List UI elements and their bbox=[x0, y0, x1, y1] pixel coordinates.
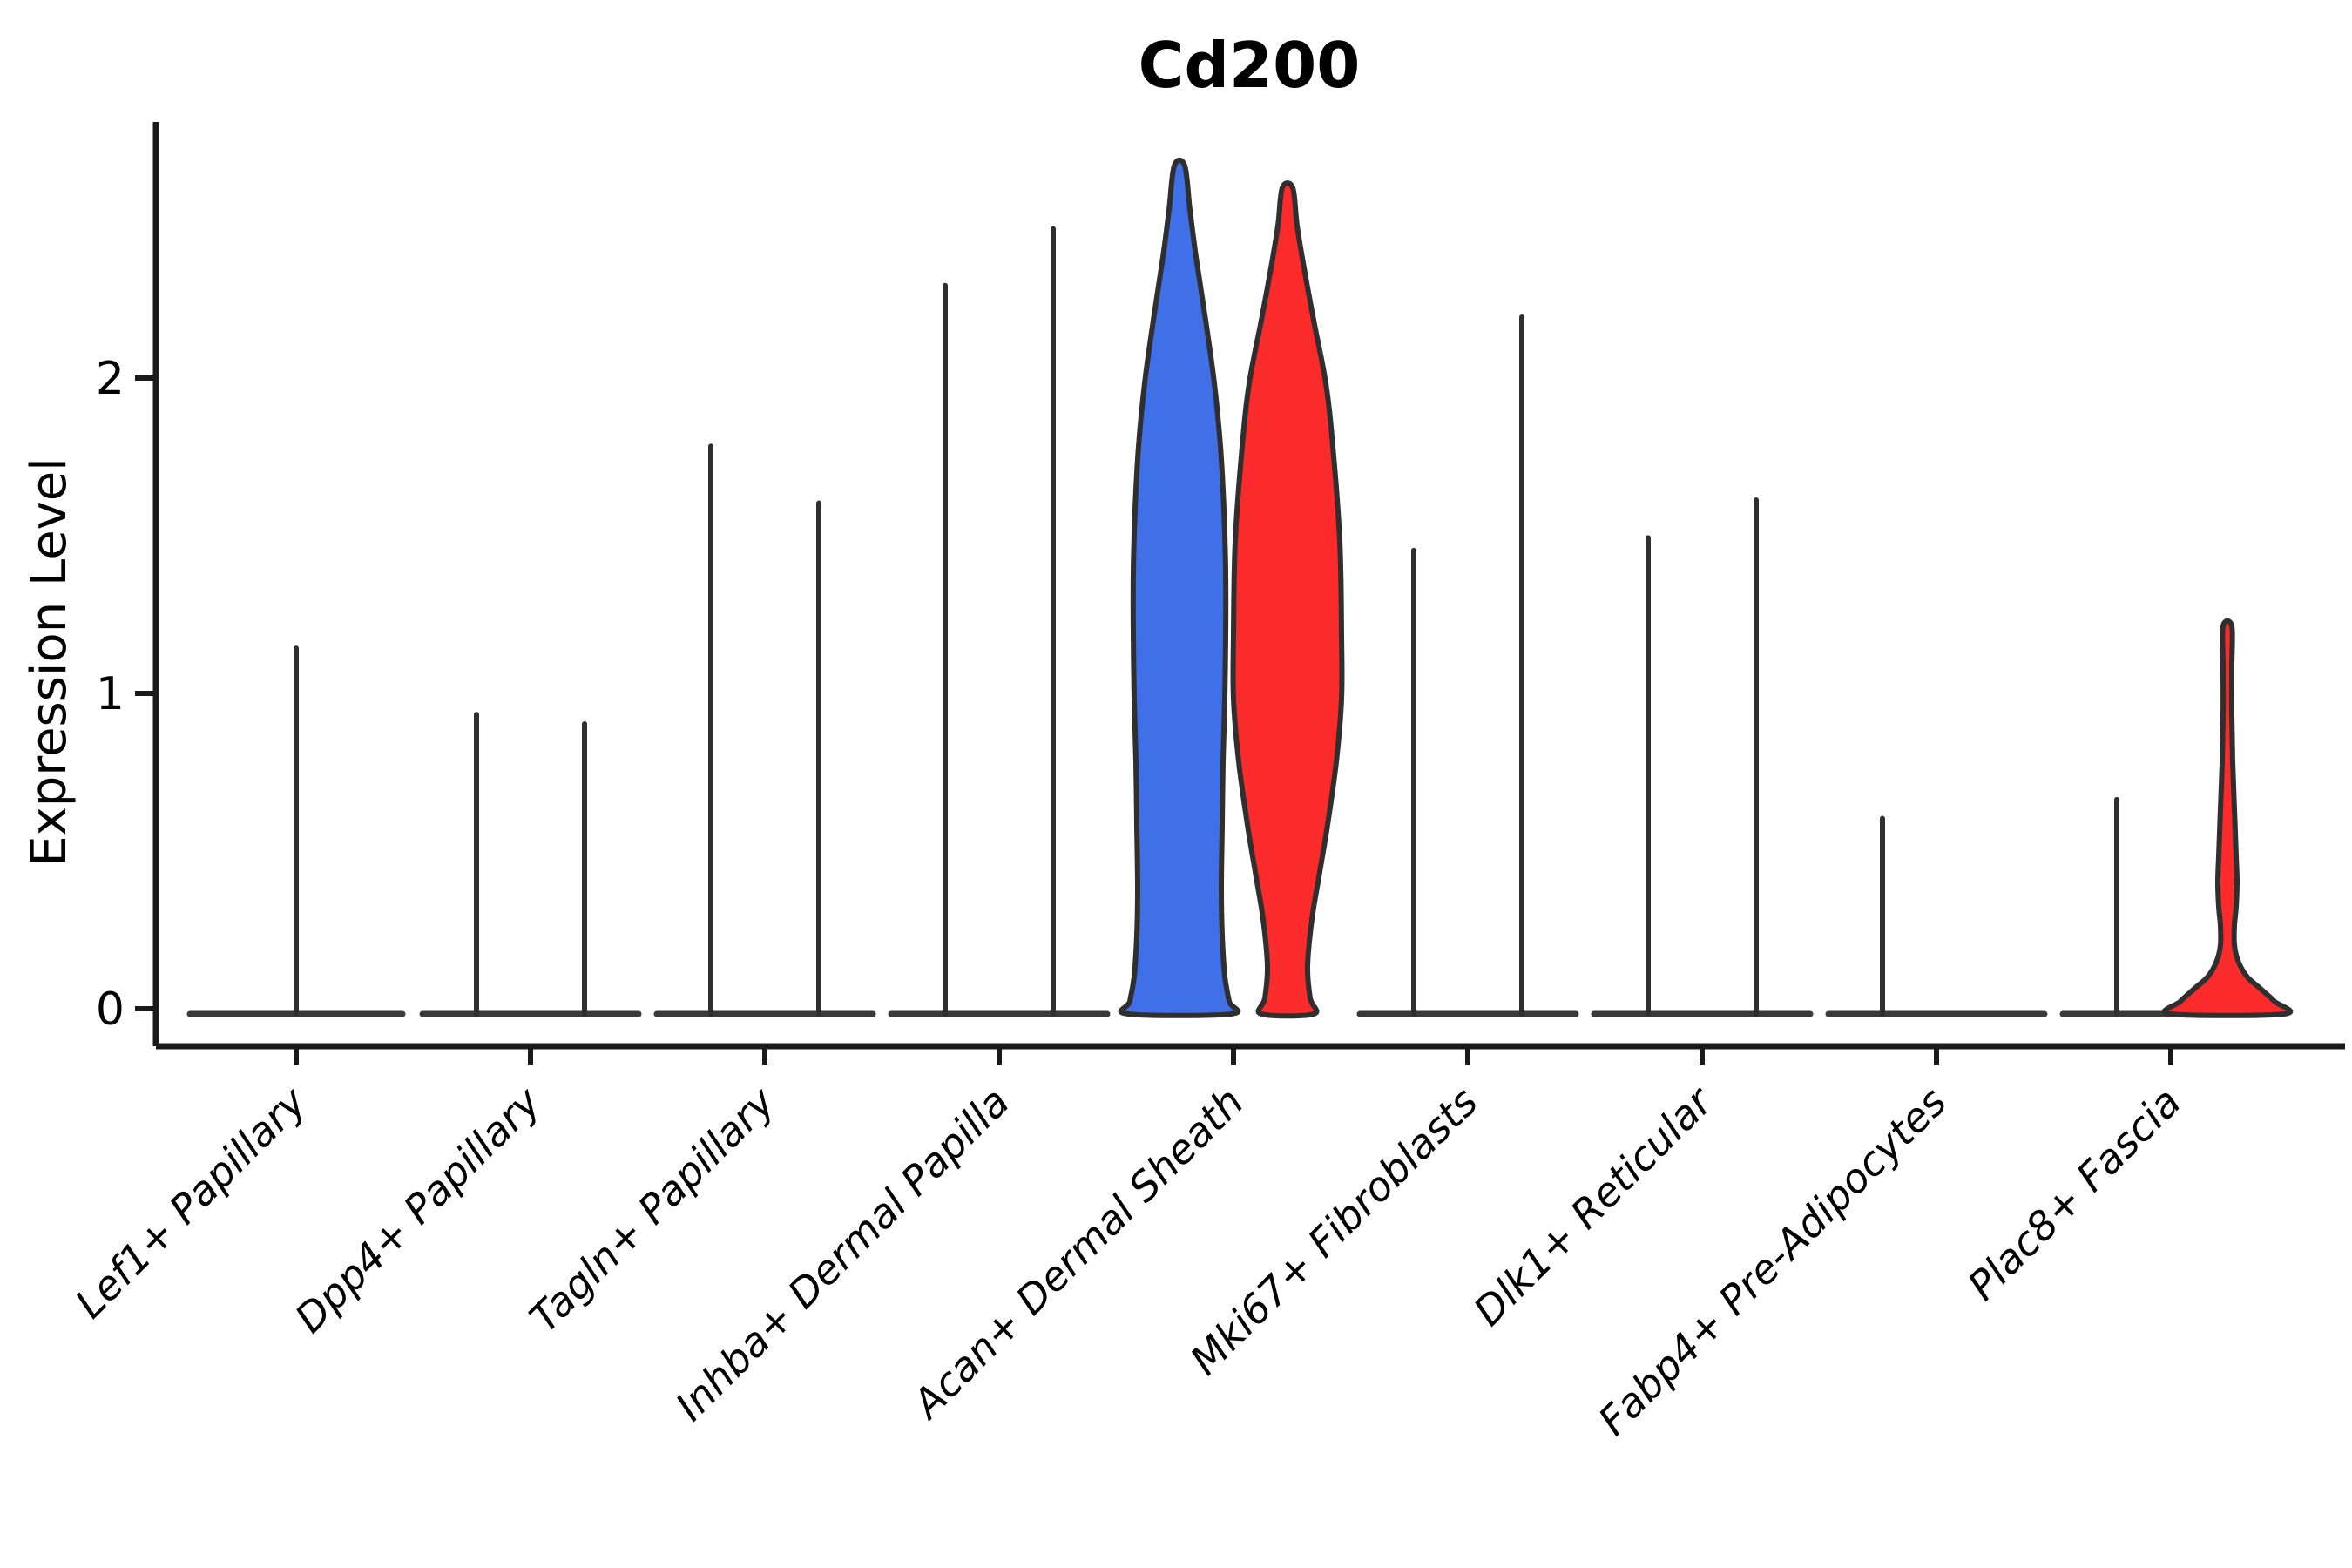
violin-category bbox=[2059, 618, 2294, 1018]
y-axis-label: Expression Level bbox=[21, 457, 78, 867]
violin-category bbox=[186, 645, 406, 1017]
y-tick-label: 1 bbox=[96, 668, 125, 720]
x-category-label: Lef1+ Papillary bbox=[66, 1078, 315, 1327]
violin-body-red bbox=[2161, 618, 2294, 1018]
x-category-label: Dlk1+ Reticular bbox=[1464, 1076, 1723, 1335]
violin-category bbox=[419, 712, 642, 1017]
violins-layer bbox=[186, 157, 2294, 1019]
violin-category bbox=[1825, 815, 2048, 1017]
violin-body-blue bbox=[1118, 157, 1241, 1018]
y-tick-label: 2 bbox=[96, 353, 125, 405]
x-category-label: Dpp4+ Papillary bbox=[286, 1078, 550, 1342]
violin-body-red bbox=[1230, 180, 1345, 1019]
violin-category bbox=[1118, 157, 1345, 1019]
y-tick-label: 0 bbox=[96, 983, 125, 1036]
violin-category bbox=[888, 226, 1111, 1017]
x-category-label: Plac8+ Fascia bbox=[1958, 1078, 2189, 1309]
violin-category bbox=[1591, 497, 1814, 1017]
violin-category bbox=[653, 443, 876, 1017]
violin-category bbox=[1356, 314, 1579, 1017]
x-category-label: Tagln+ Papillary bbox=[520, 1078, 784, 1342]
chart-title: Cd200 bbox=[1139, 29, 1361, 102]
